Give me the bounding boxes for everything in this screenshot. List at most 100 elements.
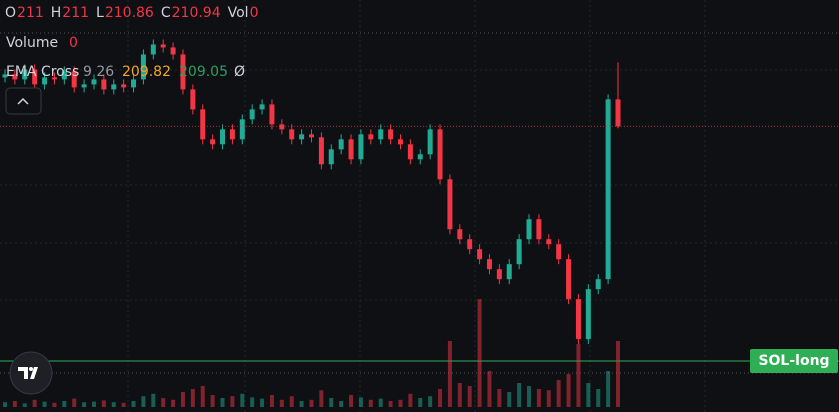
candle-body — [2, 74, 8, 78]
volume-bar — [586, 383, 591, 407]
candle-body — [516, 239, 522, 265]
candle-body — [51, 77, 57, 80]
candle-body — [81, 84, 87, 88]
candle-body — [536, 219, 542, 240]
volume-bar — [438, 389, 443, 407]
candle-body — [526, 219, 532, 240]
volume-bar — [408, 393, 413, 407]
candle-body — [150, 44, 156, 55]
volume-bar — [467, 386, 472, 407]
candle-body — [190, 89, 196, 110]
candle-body — [170, 47, 176, 55]
volume-bar — [349, 395, 354, 407]
ohlc-value: 211 — [62, 5, 89, 21]
volume-bar — [596, 389, 601, 407]
ema-hide[interactable]: Ø — [234, 64, 245, 80]
candle-body — [467, 239, 473, 250]
volume-bar — [52, 402, 57, 407]
candle-body — [486, 259, 492, 270]
volume-bar — [398, 399, 403, 407]
candle-body — [447, 179, 453, 230]
candle-body — [338, 139, 344, 150]
candle-body — [160, 44, 166, 48]
volume-bar — [517, 383, 522, 407]
candle-body — [32, 69, 38, 85]
volume-bar — [378, 398, 383, 407]
candle-body — [477, 249, 483, 260]
candle-body — [12, 74, 18, 80]
alert-label: SOL-long — [758, 353, 829, 369]
volume-bar — [260, 398, 265, 407]
volume-bar — [190, 389, 195, 407]
candle-body — [42, 77, 48, 85]
candle-body — [368, 134, 374, 140]
candle-body — [299, 134, 305, 140]
volume-bar — [358, 397, 363, 407]
ohlc-key: C — [161, 5, 171, 21]
candle-body — [417, 154, 423, 160]
volume-bar — [527, 386, 532, 407]
ema-params: 9 26 — [83, 64, 114, 80]
candle-body — [239, 119, 245, 140]
candle-body — [121, 84, 127, 88]
ohlc-value: 0 — [250, 5, 259, 21]
candle-body — [111, 84, 117, 90]
candle-body — [220, 129, 226, 145]
volume-bar — [546, 390, 551, 407]
ema-fast: 209.82 — [122, 64, 171, 80]
candle-body — [378, 129, 384, 140]
candle-body — [140, 54, 146, 80]
candle-body — [71, 71, 77, 88]
candle-body — [318, 137, 324, 165]
volume-bar — [111, 402, 116, 407]
ohlc-value: 210.86 — [105, 5, 154, 21]
candle-body — [328, 149, 334, 165]
volume-bar — [101, 400, 106, 407]
volume-bar — [576, 344, 581, 407]
header: O 211 H 211 L 210.86 C 210.94 Vol 0 — [5, 5, 259, 21]
volume-bar — [3, 402, 7, 407]
candle-body — [180, 54, 186, 90]
candle-body — [457, 229, 463, 240]
volume-bar — [457, 383, 462, 407]
volume-bar — [72, 398, 77, 407]
volume-bar — [329, 398, 334, 407]
volume-bar — [62, 401, 67, 407]
volume-bar — [269, 395, 274, 407]
candle-body — [566, 259, 572, 300]
ohlc-key: O — [5, 5, 16, 21]
candle-body — [595, 279, 601, 290]
candle-body — [259, 104, 265, 110]
candle-body — [91, 79, 97, 85]
candle-body — [348, 139, 354, 160]
candle-body — [506, 264, 512, 280]
candle-body — [615, 99, 621, 127]
collapse-button[interactable] — [5, 87, 42, 115]
candle-body — [388, 129, 394, 140]
volume-bar — [171, 399, 176, 407]
volume-bar — [447, 341, 452, 407]
volume-bar — [487, 371, 492, 407]
volume-bar — [220, 398, 225, 407]
volume-bar — [131, 401, 136, 407]
volume-bar — [299, 401, 304, 407]
candle-body — [269, 104, 275, 125]
candle-body — [575, 299, 581, 340]
volume-bar — [141, 396, 146, 407]
volume-bar — [616, 341, 620, 407]
ema-label: EMA Cross — [6, 64, 79, 80]
candle-body — [358, 134, 364, 160]
candle-body — [131, 79, 137, 88]
candle-body — [279, 124, 285, 130]
volume-bar — [368, 399, 373, 407]
candle-body — [101, 79, 107, 90]
volume-bar — [309, 399, 314, 407]
volume-bar — [428, 396, 433, 407]
tv-logo[interactable] — [9, 351, 53, 395]
volume-bar — [497, 389, 502, 407]
volume-bar — [161, 398, 166, 407]
volume-bar — [200, 386, 205, 407]
candle-body — [496, 269, 502, 280]
volume-bar — [22, 403, 27, 407]
volume-bar — [536, 389, 541, 407]
